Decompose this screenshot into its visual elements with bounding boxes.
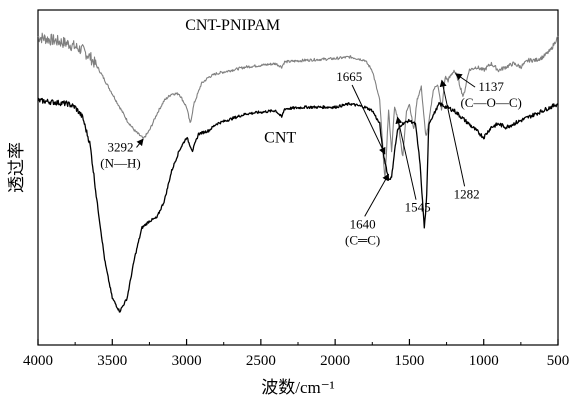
x-tick-label: 3500 <box>97 353 127 369</box>
peak-annotations: 1665 3292(N—H) 1137(C—O—C) 1640(C═C) 1545 128… <box>100 69 522 247</box>
peak-label: 1545 <box>405 200 431 215</box>
series-line-cnt-pnipam <box>37 32 559 178</box>
peak-assignment: (C—O—C) <box>460 95 521 110</box>
x-tick-label: 3000 <box>172 353 202 369</box>
peak-annotation: 3292(N—H) <box>100 138 144 170</box>
x-axis-ticks: 4000 3500 3000 2500 2000 1500 1000 500 <box>23 339 569 369</box>
peak-assignment: (C═C) <box>345 232 380 247</box>
peak-assignment: (N—H) <box>100 155 140 170</box>
peak-annotation: 1545 <box>395 116 431 215</box>
series-labels: CNT-PNIPAM CNT <box>185 17 296 146</box>
x-tick-label: 500 <box>547 353 570 369</box>
peak-label: 1137 <box>478 79 504 94</box>
x-tick-label: 2500 <box>246 353 276 369</box>
x-tick-label: 4000 <box>23 353 53 369</box>
x-tick-label: 2000 <box>320 353 350 369</box>
spectra <box>37 32 559 313</box>
peak-annotation: 1137(C—O—C) <box>454 73 522 110</box>
x-tick-label: 1500 <box>394 353 424 369</box>
peak-label: 1640 <box>350 216 376 231</box>
y-axis-title: 透过率 <box>7 142 26 193</box>
annotation-arrow <box>395 116 417 200</box>
peak-label: 3292 <box>107 139 133 154</box>
peak-label: 1665 <box>336 69 362 84</box>
series-label: CNT-PNIPAM <box>185 17 280 34</box>
series-label: CNT <box>264 129 296 146</box>
annotation-arrow <box>136 138 144 148</box>
series-line-cnt <box>37 97 559 313</box>
annotation-arrow <box>439 79 466 187</box>
x-axis-title: 波数/cm⁻¹ <box>261 378 335 397</box>
peak-annotation: 1640(C═C) <box>345 173 390 247</box>
peak-label: 1282 <box>454 186 480 201</box>
peak-annotation: 1665 <box>336 69 386 155</box>
annotation-arrow <box>351 84 386 155</box>
annotation-arrow <box>364 173 390 217</box>
x-tick-label: 1000 <box>469 353 499 369</box>
peak-annotation: 1282 <box>439 79 480 201</box>
annotation-arrow <box>454 73 476 88</box>
